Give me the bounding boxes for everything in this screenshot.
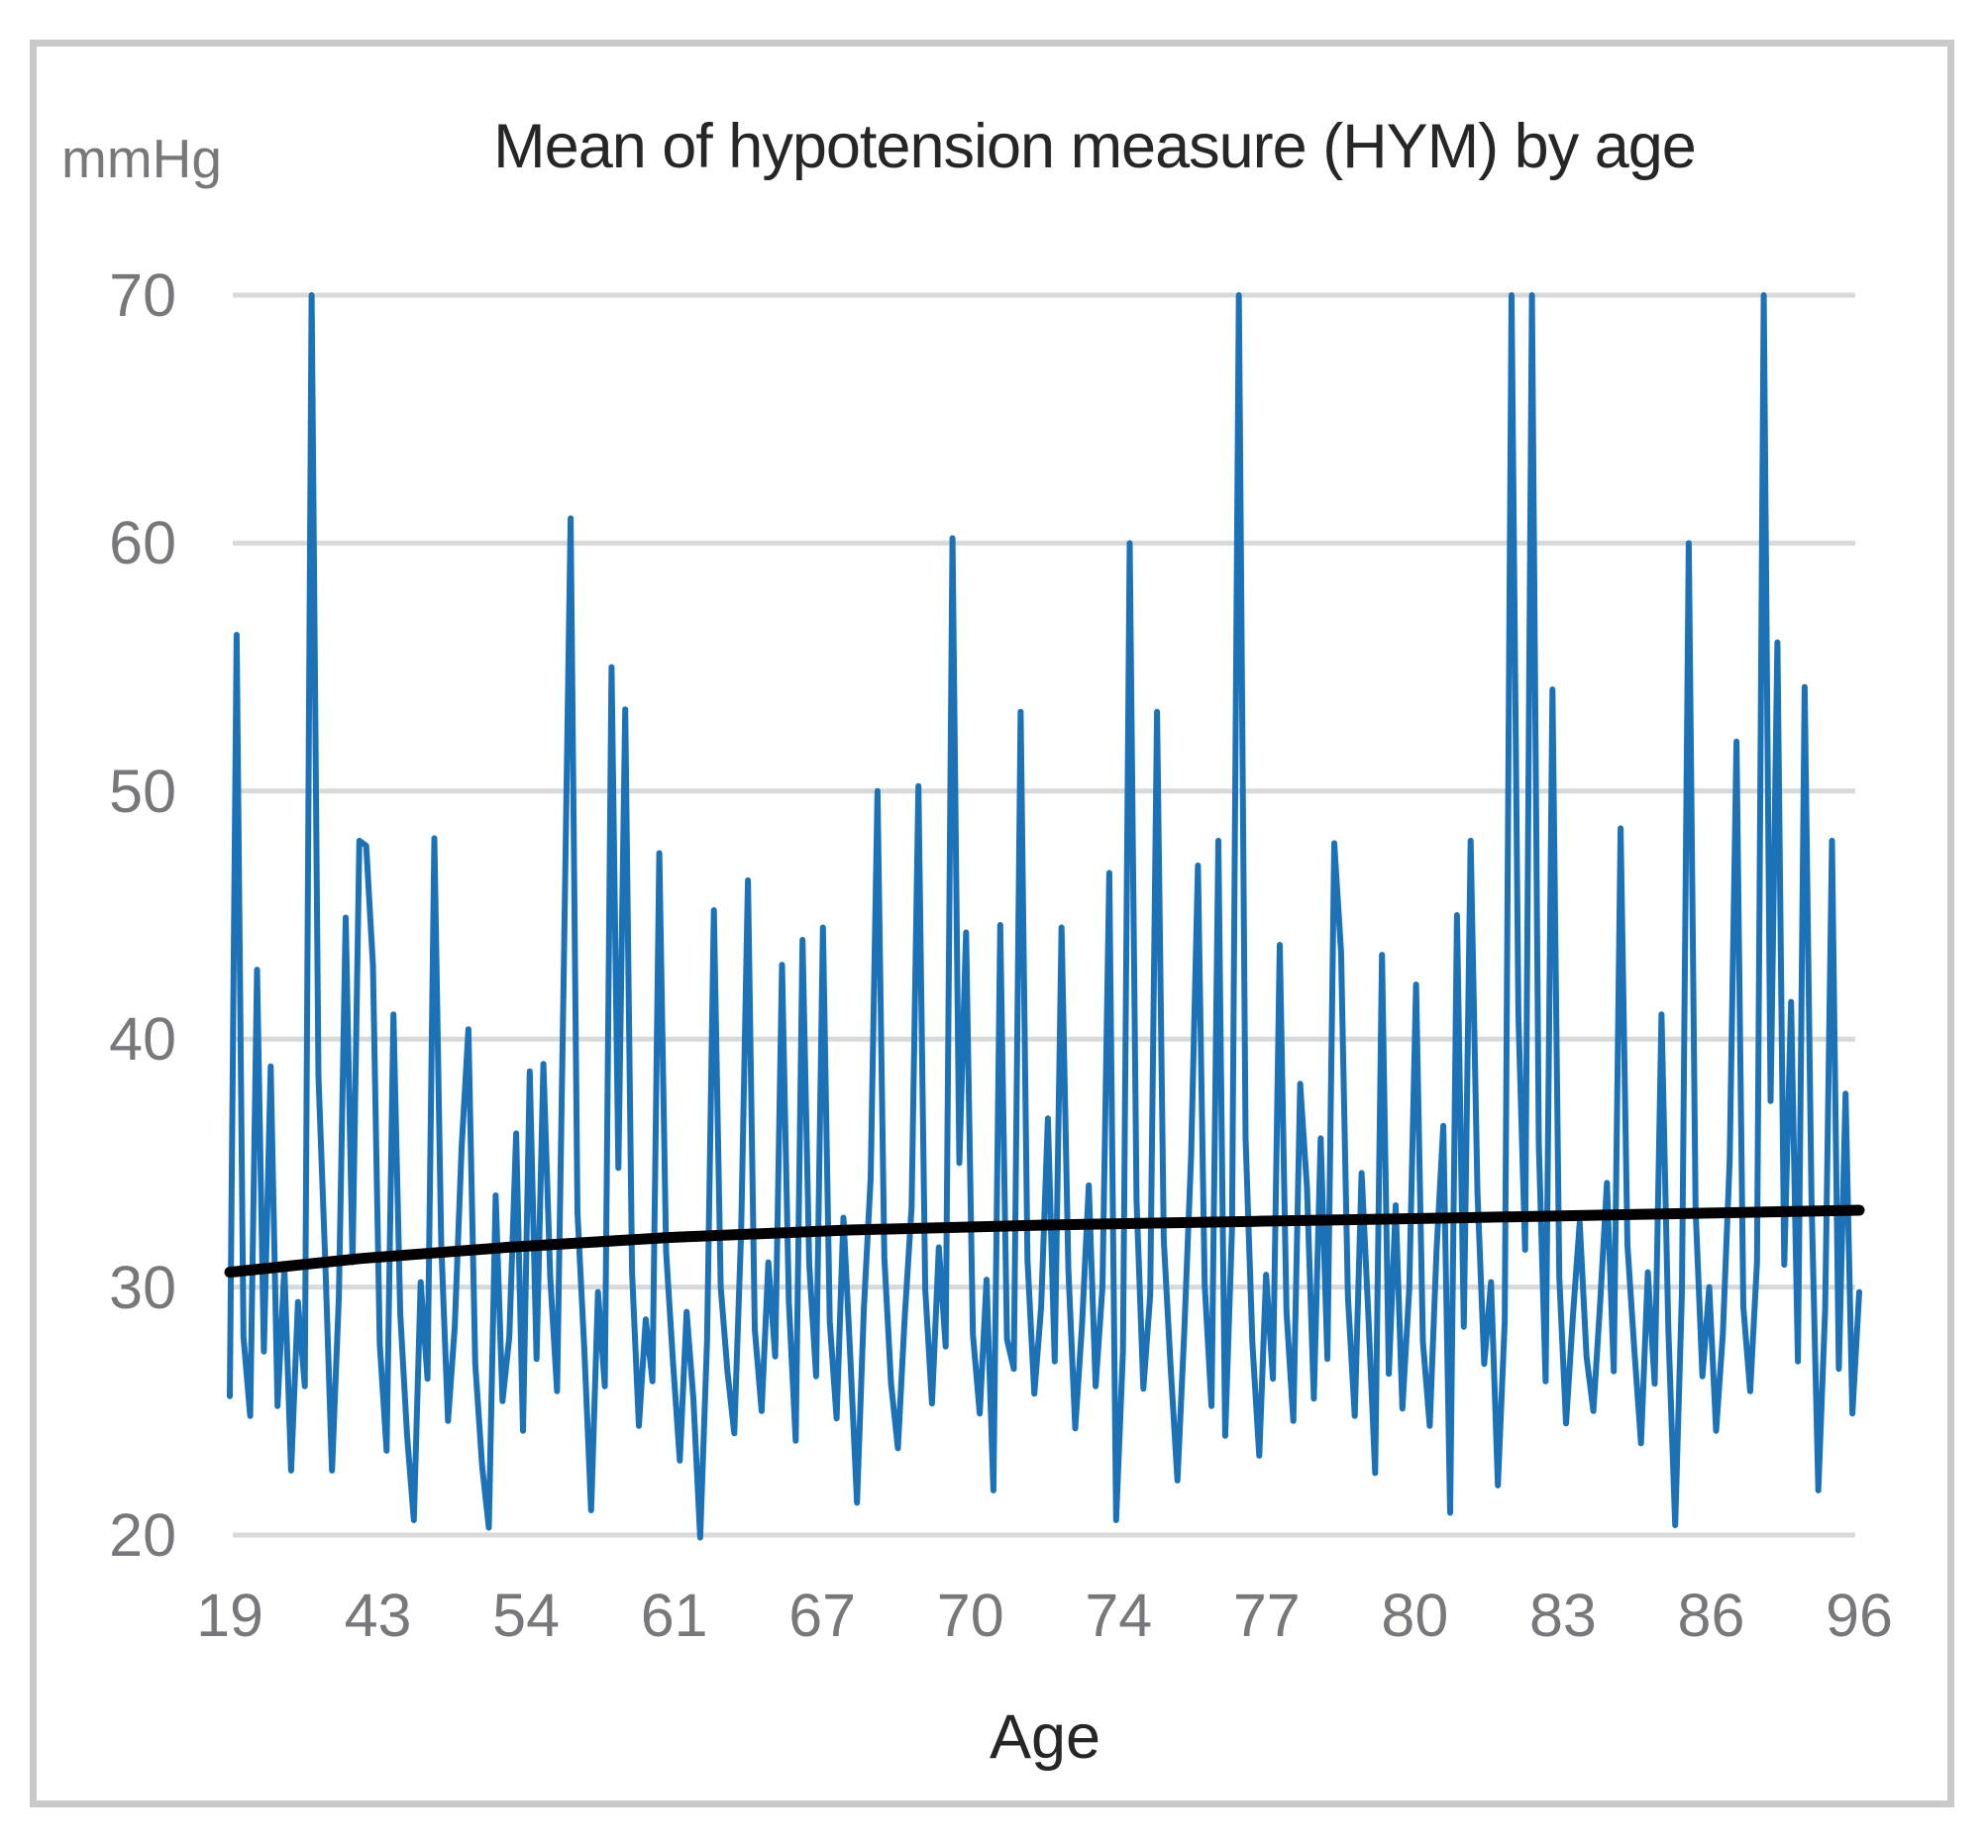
chart-frame	[30, 40, 1954, 1807]
x-tick-label: 19	[196, 1582, 263, 1649]
y-tick-label: 20	[109, 1501, 176, 1569]
chart-title: Mean of hypotension measure (HYM) by age	[493, 112, 1697, 181]
x-tick-label: 43	[344, 1582, 412, 1649]
y-tick-label: 60	[109, 509, 176, 577]
x-tick-label: 77	[1232, 1582, 1301, 1649]
x-tick-label: 96	[1826, 1582, 1893, 1649]
x-tick-label: 80	[1381, 1582, 1449, 1649]
x-tick-label: 83	[1528, 1582, 1597, 1649]
trend-line	[224, 1204, 1865, 1279]
y-tick-label: 70	[109, 261, 176, 329]
x-tick-label: 86	[1677, 1582, 1745, 1649]
chart-canvas	[224, 292, 1865, 1541]
x-tick-label: 70	[936, 1582, 1004, 1649]
x-tick-label: 74	[1085, 1582, 1153, 1649]
y-tick-label: 50	[109, 757, 176, 825]
y-tick-label: 40	[109, 1005, 176, 1074]
x-tick-label: 67	[788, 1582, 857, 1649]
y-tick-label: 30	[109, 1253, 176, 1321]
y-axis-unit-label: mmHg	[61, 128, 222, 189]
x-tick-label: 61	[640, 1582, 708, 1649]
hym-series-line	[227, 292, 1862, 1541]
x-tick-label: 54	[492, 1582, 560, 1649]
x-axis-title: Age	[989, 1702, 1101, 1772]
